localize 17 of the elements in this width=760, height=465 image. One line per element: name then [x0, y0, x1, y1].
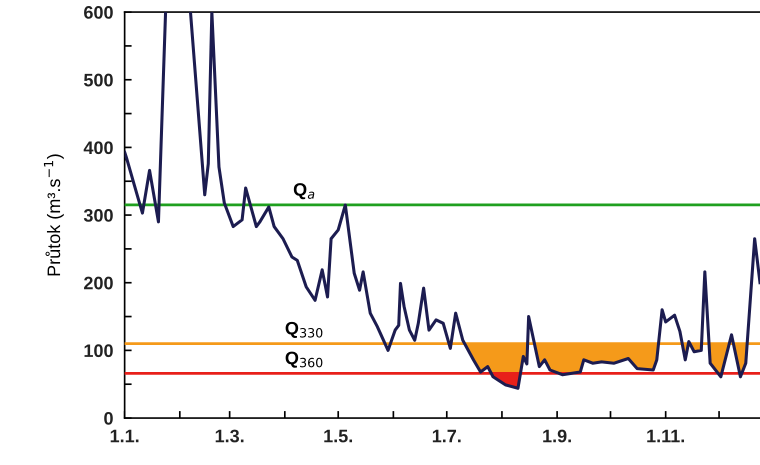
x-tick-label: 1.7.: [432, 430, 461, 442]
y-axis-title: Průtok (m³.s$^{−1}$): [44, 154, 64, 276]
x-tick-label: 1.9.: [543, 430, 571, 442]
ref-line-label: Q$_{330}$: [286, 322, 322, 338]
x-tick-label: 1.1.: [110, 430, 138, 442]
y-tick-label: 200: [84, 276, 113, 290]
y-tick-label: 0: [104, 412, 113, 425]
x-tick-label: 1.3.: [216, 430, 244, 442]
x-tick-label: 1.5.: [324, 430, 352, 442]
ref-line-label: Q$_{a}$: [294, 183, 314, 200]
y-tick-label: 100: [84, 344, 113, 358]
ref-line-label: Q$_{360}$: [286, 352, 322, 368]
x-tick-label: 1.11.: [647, 430, 684, 442]
y-tick-label: 300: [84, 208, 113, 222]
y-tick-label: 400: [84, 141, 113, 154]
y-tick-label: 600: [84, 6, 113, 19]
y-tick-label: 500: [84, 74, 113, 86]
